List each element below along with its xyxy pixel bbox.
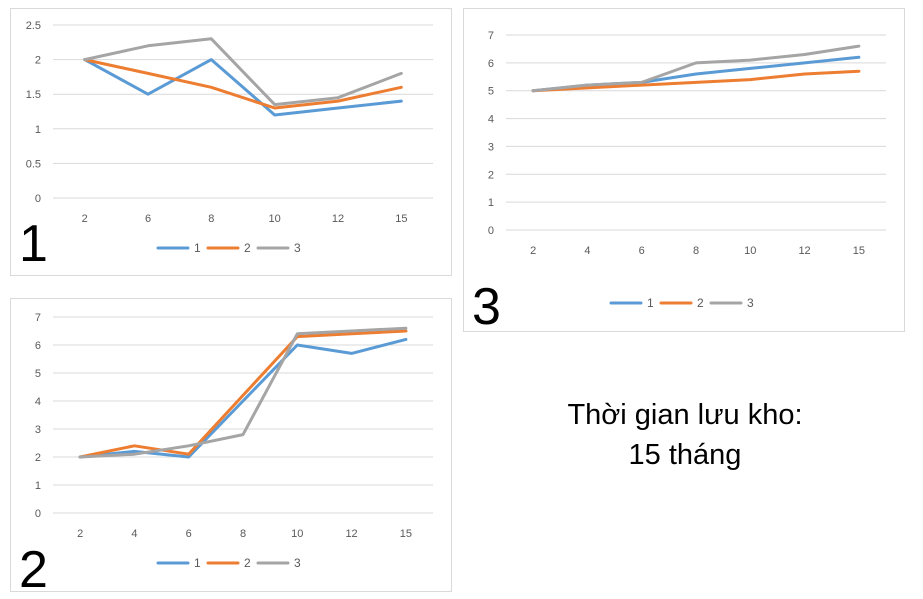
x-tick-label: 6 — [145, 213, 151, 225]
y-tick-label: 2 — [35, 55, 41, 67]
chart-panel-1: 0 0.5 1 1.5 2 2.5 2 6 8 10 12 15 1 2 3 1 — [10, 8, 452, 276]
y-tick-label: 0.5 — [26, 158, 41, 170]
line-chart-1: 00.511.522.52 6 8 10 12 151 2 31 — [19, 20, 433, 273]
chart-panel-3: 0 1 2 3 4 5 6 7 2 4 6 8 10 12 15 1 2 3 3 — [463, 8, 905, 336]
x-tick-label: 12 — [332, 213, 344, 225]
y-tick-label: 1 — [35, 124, 41, 136]
y-tick-label: 7 — [488, 30, 494, 42]
x-tick-label: 2 — [530, 245, 536, 257]
legend-label: 3 — [294, 556, 301, 570]
gridlines — [53, 24, 433, 199]
y-tick-label: 4 — [488, 114, 494, 126]
series-2-line — [531, 69, 861, 93]
y-tick-label: 1 — [488, 197, 494, 209]
caption-line-1: Thời gian lưu kho: — [567, 399, 803, 431]
series-3-line — [531, 44, 861, 93]
panel-number-label: 3 — [472, 278, 501, 336]
y-tick-label: 1 — [35, 480, 41, 492]
storage-time-caption: Thời gian lưu kho: 15 tháng — [540, 395, 830, 475]
legend-label: 3 — [747, 296, 754, 310]
legend-label: 2 — [244, 241, 251, 255]
series-2-line — [78, 329, 408, 459]
x-tick-label: 10 — [291, 528, 303, 540]
x-tick-label: 10 — [269, 213, 281, 225]
x-tick-label: 6 — [186, 528, 192, 540]
y-tick-label: 7 — [35, 312, 41, 324]
y-tick-label: 2 — [35, 452, 41, 464]
series-1-line — [83, 58, 403, 117]
y-tick-label: 0 — [488, 225, 494, 237]
y-tick-label: 3 — [488, 141, 494, 153]
legend-label: 1 — [647, 296, 654, 310]
y-tick-label: 5 — [488, 86, 494, 98]
x-tick-label: 6 — [639, 245, 645, 257]
x-tick-label: 10 — [744, 245, 756, 257]
series-3-line — [78, 326, 408, 459]
x-tick-label: 8 — [240, 528, 246, 540]
x-tick-label: 2 — [82, 213, 88, 225]
y-tick-label: 5 — [35, 368, 41, 380]
x-tick-label: 12 — [345, 528, 357, 540]
panel-number-label: 1 — [19, 215, 48, 273]
panel-number-label: 2 — [19, 541, 48, 599]
series-3-line — [83, 37, 403, 107]
series-2-line — [83, 58, 403, 110]
y-tick-label: 0 — [35, 508, 41, 520]
legend-label: 1 — [194, 556, 201, 570]
legend-label: 2 — [244, 556, 251, 570]
y-tick-label: 0 — [35, 193, 41, 205]
x-tick-label: 2 — [77, 528, 83, 540]
y-tick-label: 2.5 — [26, 20, 41, 32]
x-tick-label: 12 — [798, 245, 810, 257]
y-tick-label: 4 — [35, 396, 41, 408]
x-tick-label: 4 — [584, 245, 590, 257]
y-tick-label: 3 — [35, 424, 41, 436]
x-tick-label: 15 — [853, 245, 865, 257]
y-tick-label: 6 — [488, 58, 494, 70]
y-tick-label: 1.5 — [26, 89, 41, 101]
legend-label: 3 — [294, 241, 301, 255]
legend-label: 2 — [697, 296, 704, 310]
x-tick-label: 4 — [131, 528, 137, 540]
legend-label: 1 — [194, 241, 201, 255]
x-tick-label: 15 — [395, 213, 407, 225]
caption-line-2: 15 tháng — [628, 439, 742, 471]
y-tick-label: 6 — [35, 340, 41, 352]
x-tick-label: 15 — [400, 528, 412, 540]
x-tick-label: 8 — [208, 213, 214, 225]
x-tick-label: 8 — [693, 245, 699, 257]
y-tick-label: 2 — [488, 169, 494, 181]
series-1-line — [78, 337, 408, 459]
chart-panel-2: 0 1 2 3 4 5 6 7 2 4 6 8 10 12 15 1 2 3 2 — [10, 298, 452, 599]
